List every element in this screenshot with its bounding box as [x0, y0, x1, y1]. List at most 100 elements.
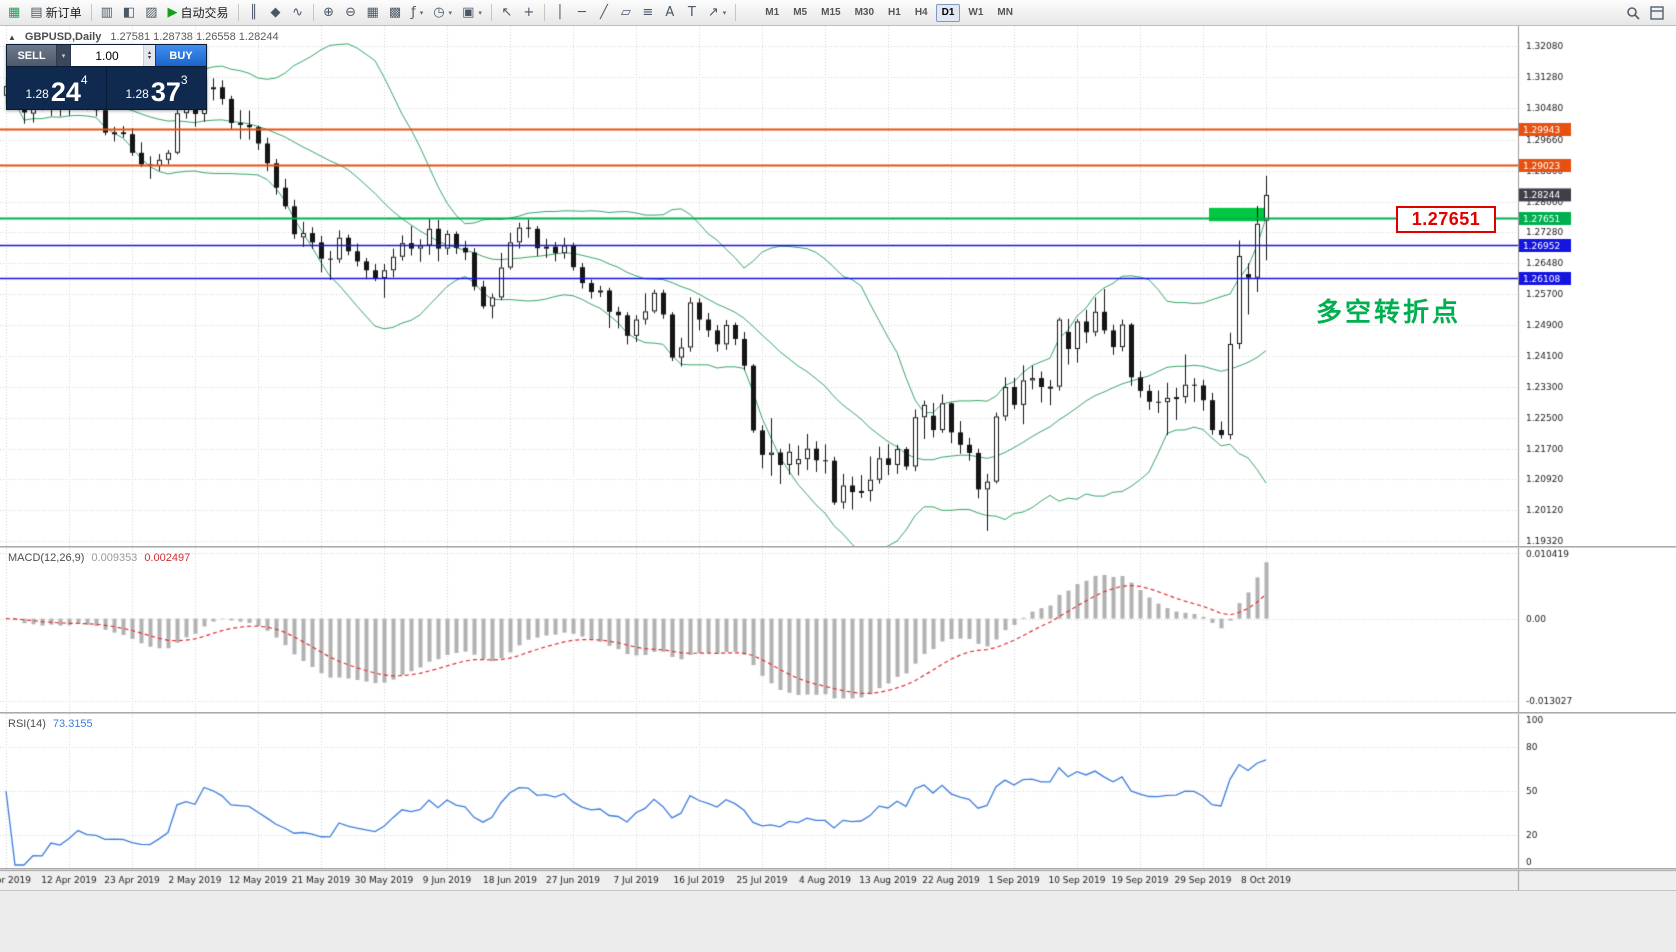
search-icon: [1627, 6, 1640, 20]
timeframe-toolbar: M1 M5 M15 M30 H1 H4 D1 W1 MN: [758, 3, 1020, 22]
zoom-in-icon: ⊕: [323, 5, 334, 20]
time-axis-canvas: [0, 870, 1676, 890]
terminal-button[interactable]: ▦: [3, 2, 25, 23]
channel-button[interactable]: ▱: [615, 2, 637, 23]
stepper-up-icon[interactable]: ▴: [147, 49, 151, 56]
cursor-button[interactable]: ↖: [496, 2, 518, 23]
auto-trading-button[interactable]: ▶ 自动交易: [163, 2, 234, 23]
trendline-icon: ╱: [599, 5, 608, 20]
timeframe-h1[interactable]: H1: [888, 7, 901, 18]
line-chart-button[interactable]: ∿: [287, 2, 309, 23]
toolbar-separator: [543, 4, 545, 21]
line-chart-icon: ∿: [292, 5, 303, 20]
templates-icon: ▣: [462, 5, 475, 20]
sell-price-point: 4: [80, 73, 88, 87]
toolbar-right-group: [1621, 2, 1673, 23]
buy-price-figure: 1.28: [125, 87, 149, 101]
price-callout-label[interactable]: 1.27651: [1396, 206, 1496, 233]
templates-button[interactable]: ▣ ▾: [457, 2, 487, 23]
trade-panel-prices: 1.28 24 4 1.28 37 3: [7, 66, 206, 109]
panel-divider-bottom[interactable]: [0, 868, 1676, 870]
timeframe-m30[interactable]: M30: [854, 7, 875, 18]
timeframe-m15[interactable]: M15: [821, 7, 841, 18]
periods-icon: ◷: [433, 5, 445, 20]
indicators-icon: ƒ: [411, 5, 416, 20]
market-watch-icon: ▥: [100, 5, 113, 20]
arrow-tools-button[interactable]: ↗ ▾: [703, 2, 731, 23]
terminal-icon: ▦: [8, 5, 21, 20]
buy-button[interactable]: BUY: [156, 45, 206, 66]
toolbar-separator: [490, 4, 492, 21]
zoom-in-button[interactable]: ⊕: [318, 2, 340, 23]
chevron-down-icon: ▾: [478, 9, 482, 17]
arrow-tools-icon: ↗: [707, 5, 719, 20]
crosshair-icon: +: [523, 5, 535, 20]
timeframe-m5[interactable]: M5: [793, 7, 808, 18]
grid-button[interactable]: ▩: [384, 2, 406, 23]
bar-chart-button[interactable]: ║: [243, 2, 265, 23]
label-button[interactable]: T: [681, 2, 703, 23]
collapse-arrow-icon[interactable]: ▲: [8, 32, 16, 42]
auto-trading-icon: ▶: [167, 5, 178, 20]
label-icon: T: [687, 5, 696, 20]
workspace-filler: [0, 890, 1676, 952]
sell-price-display[interactable]: 1.28 24 4: [7, 67, 106, 109]
vertical-line-button[interactable]: │: [549, 2, 571, 23]
panel-divider-macd[interactable]: [0, 546, 1676, 548]
timeframe-m1[interactable]: M1: [765, 7, 780, 18]
search-button[interactable]: [1621, 2, 1645, 23]
grid-icon: ▩: [388, 5, 402, 20]
volume-input[interactable]: [71, 45, 143, 66]
text-button[interactable]: A: [659, 2, 681, 23]
stepper-down-icon[interactable]: ▾: [147, 54, 151, 61]
horizontal-line-button[interactable]: ─: [571, 2, 593, 23]
price-chart-canvas[interactable]: [0, 26, 1676, 546]
new-order-button-label: 新订单: [45, 6, 82, 20]
toolbar-separator: [735, 4, 737, 21]
navigator-button[interactable]: ▨: [140, 2, 162, 23]
buy-price-display[interactable]: 1.28 37 3: [107, 67, 206, 109]
sell-options-caret-icon[interactable]: ▾: [57, 45, 71, 66]
fibonacci-button[interactable]: ≡: [637, 2, 659, 23]
timeframe-w1[interactable]: W1: [968, 7, 984, 18]
trendline-button[interactable]: ╱: [593, 2, 615, 23]
indicators-button[interactable]: ƒ ▾: [406, 2, 428, 23]
toolbar-separator: [90, 4, 92, 21]
timeframe-d1[interactable]: D1: [935, 3, 961, 22]
macd-panel-canvas[interactable]: [0, 548, 1676, 712]
chinese-annotation-text[interactable]: 多空转折点: [1316, 297, 1462, 327]
market-watch-button[interactable]: ▥: [96, 2, 118, 23]
window-layout-button[interactable]: [1645, 2, 1669, 23]
data-window-button[interactable]: ◧: [118, 2, 140, 23]
new-order-button[interactable]: ▤ 新订单: [25, 2, 86, 23]
one-click-trading-panel: SELL ▾ ▴ ▾ BUY 1.28 24 4 1.: [6, 44, 207, 110]
buy-price-point: 3: [180, 73, 188, 87]
zoom-out-button[interactable]: ⊖: [340, 2, 362, 23]
text-icon: A: [665, 5, 675, 20]
toolbar-separator: [237, 4, 239, 21]
trade-panel-controls: SELL ▾ ▴ ▾ BUY: [7, 45, 206, 66]
new-order-icon: ▤: [30, 5, 43, 20]
zoom-out-icon: ⊖: [345, 5, 356, 20]
candlestick-chart-button[interactable]: ◆: [265, 2, 287, 23]
sell-price-figure: 1.28: [25, 87, 49, 101]
timeframe-mn[interactable]: MN: [997, 7, 1013, 18]
fibonacci-icon: ≡: [642, 5, 654, 20]
trade-panel-divider: [106, 67, 107, 109]
periods-button[interactable]: ◷ ▾: [428, 2, 457, 23]
main-toolbar: ▦ ▤ 新订单 ▥ ◧ ▨ ▶ 自动交易 ║ ◆ ∿ ⊕ ⊖ ▦ ▩ ƒ ▾ ◷ ▾ ▣ ▾ ↖ + │ ─ ╱ ▱ ≡ A T ↗ ▾ M1…: [0, 0, 1676, 26]
navigator-icon: ▨: [145, 5, 158, 20]
rsi-panel-canvas[interactable]: [0, 714, 1676, 868]
timeframe-h4[interactable]: H4: [914, 7, 928, 18]
toolbar-separator: [312, 4, 314, 21]
buy-price-pips: 37: [150, 77, 181, 108]
panel-divider-rsi[interactable]: [0, 712, 1676, 714]
volume-stepper[interactable]: ▴ ▾: [143, 45, 156, 66]
cursor-icon: ↖: [501, 5, 513, 20]
horizontal-line-icon: ─: [577, 5, 586, 20]
tile-windows-button[interactable]: ▦: [362, 2, 384, 23]
bar-chart-icon: ║: [249, 5, 258, 20]
data-window-icon: ◧: [122, 5, 136, 20]
crosshair-button[interactable]: +: [518, 2, 540, 23]
sell-button[interactable]: SELL: [7, 45, 57, 66]
